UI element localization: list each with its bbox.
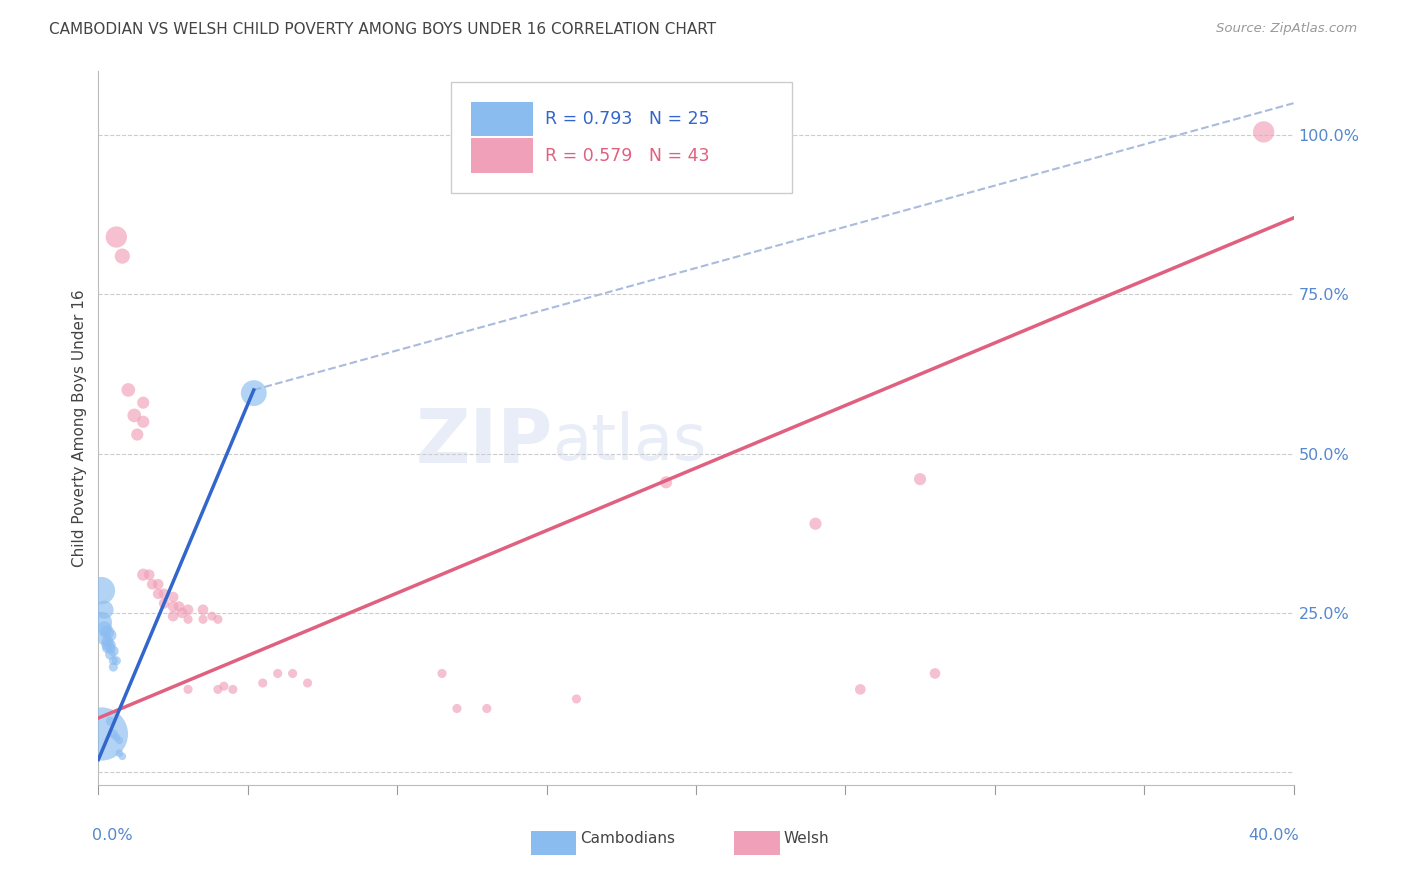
Point <box>252 676 274 690</box>
Point <box>98 640 122 655</box>
Point <box>108 733 131 747</box>
Point <box>148 587 170 601</box>
Point <box>90 583 112 598</box>
Point <box>924 666 946 681</box>
Point <box>908 472 931 486</box>
Point <box>93 632 115 646</box>
Text: Welsh: Welsh <box>783 831 830 846</box>
Point <box>804 516 827 531</box>
Point <box>177 603 200 617</box>
Point <box>93 622 115 636</box>
Point <box>96 638 118 652</box>
FancyBboxPatch shape <box>471 138 533 173</box>
Point <box>191 603 214 617</box>
Text: 40.0%: 40.0% <box>1249 828 1299 843</box>
Point <box>98 714 122 729</box>
Point <box>177 612 200 626</box>
Text: atlas: atlas <box>553 411 707 474</box>
Point <box>297 676 319 690</box>
Point <box>96 640 118 655</box>
Point <box>90 727 112 741</box>
Point <box>132 415 155 429</box>
Point <box>475 701 498 715</box>
Point <box>565 692 588 706</box>
Point <box>98 638 122 652</box>
Point <box>98 628 122 642</box>
FancyBboxPatch shape <box>451 82 792 193</box>
Point <box>96 625 118 640</box>
Point <box>222 682 245 697</box>
Point <box>108 746 131 760</box>
Point <box>132 567 155 582</box>
Point <box>93 603 115 617</box>
Point <box>162 609 184 624</box>
Point <box>207 612 229 626</box>
Text: CAMBODIAN VS WELSH CHILD POVERTY AMONG BOYS UNDER 16 CORRELATION CHART: CAMBODIAN VS WELSH CHILD POVERTY AMONG B… <box>49 22 716 37</box>
Point <box>153 596 176 610</box>
Point <box>201 609 224 624</box>
Point <box>141 577 163 591</box>
Point <box>207 682 229 697</box>
Point <box>153 587 176 601</box>
Point <box>446 701 468 715</box>
Point <box>111 749 134 764</box>
Point <box>127 427 149 442</box>
Point <box>162 590 184 604</box>
Point <box>172 606 194 620</box>
Text: R = 0.793   N = 25: R = 0.793 N = 25 <box>546 111 710 128</box>
Point <box>243 386 266 401</box>
Point <box>105 230 128 244</box>
Point <box>281 666 304 681</box>
Text: Source: ZipAtlas.com: Source: ZipAtlas.com <box>1216 22 1357 36</box>
Point <box>167 599 190 614</box>
Y-axis label: Child Poverty Among Boys Under 16: Child Poverty Among Boys Under 16 <box>72 289 87 567</box>
Point <box>148 577 170 591</box>
Point <box>655 475 678 490</box>
Point <box>103 644 125 658</box>
Point <box>1253 125 1275 139</box>
Point <box>132 395 155 409</box>
Point <box>103 727 125 741</box>
Point <box>111 249 134 263</box>
Point <box>430 666 453 681</box>
Point <box>267 666 290 681</box>
Point <box>90 615 112 630</box>
FancyBboxPatch shape <box>471 102 533 136</box>
Point <box>103 654 125 668</box>
Point <box>162 599 184 614</box>
Point <box>105 730 128 744</box>
FancyBboxPatch shape <box>531 830 576 855</box>
Point <box>117 383 139 397</box>
Text: 0.0%: 0.0% <box>93 828 134 843</box>
Point <box>138 567 160 582</box>
Point <box>212 679 235 693</box>
FancyBboxPatch shape <box>734 830 780 855</box>
Point <box>849 682 872 697</box>
Point <box>96 634 118 648</box>
Point <box>105 654 128 668</box>
Text: Cambodians: Cambodians <box>581 831 675 846</box>
Point <box>191 612 214 626</box>
Text: R = 0.579   N = 43: R = 0.579 N = 43 <box>546 146 710 164</box>
Point <box>177 682 200 697</box>
Point <box>98 648 122 662</box>
Point <box>124 409 146 423</box>
Text: ZIP: ZIP <box>415 406 553 479</box>
Point <box>103 660 125 674</box>
